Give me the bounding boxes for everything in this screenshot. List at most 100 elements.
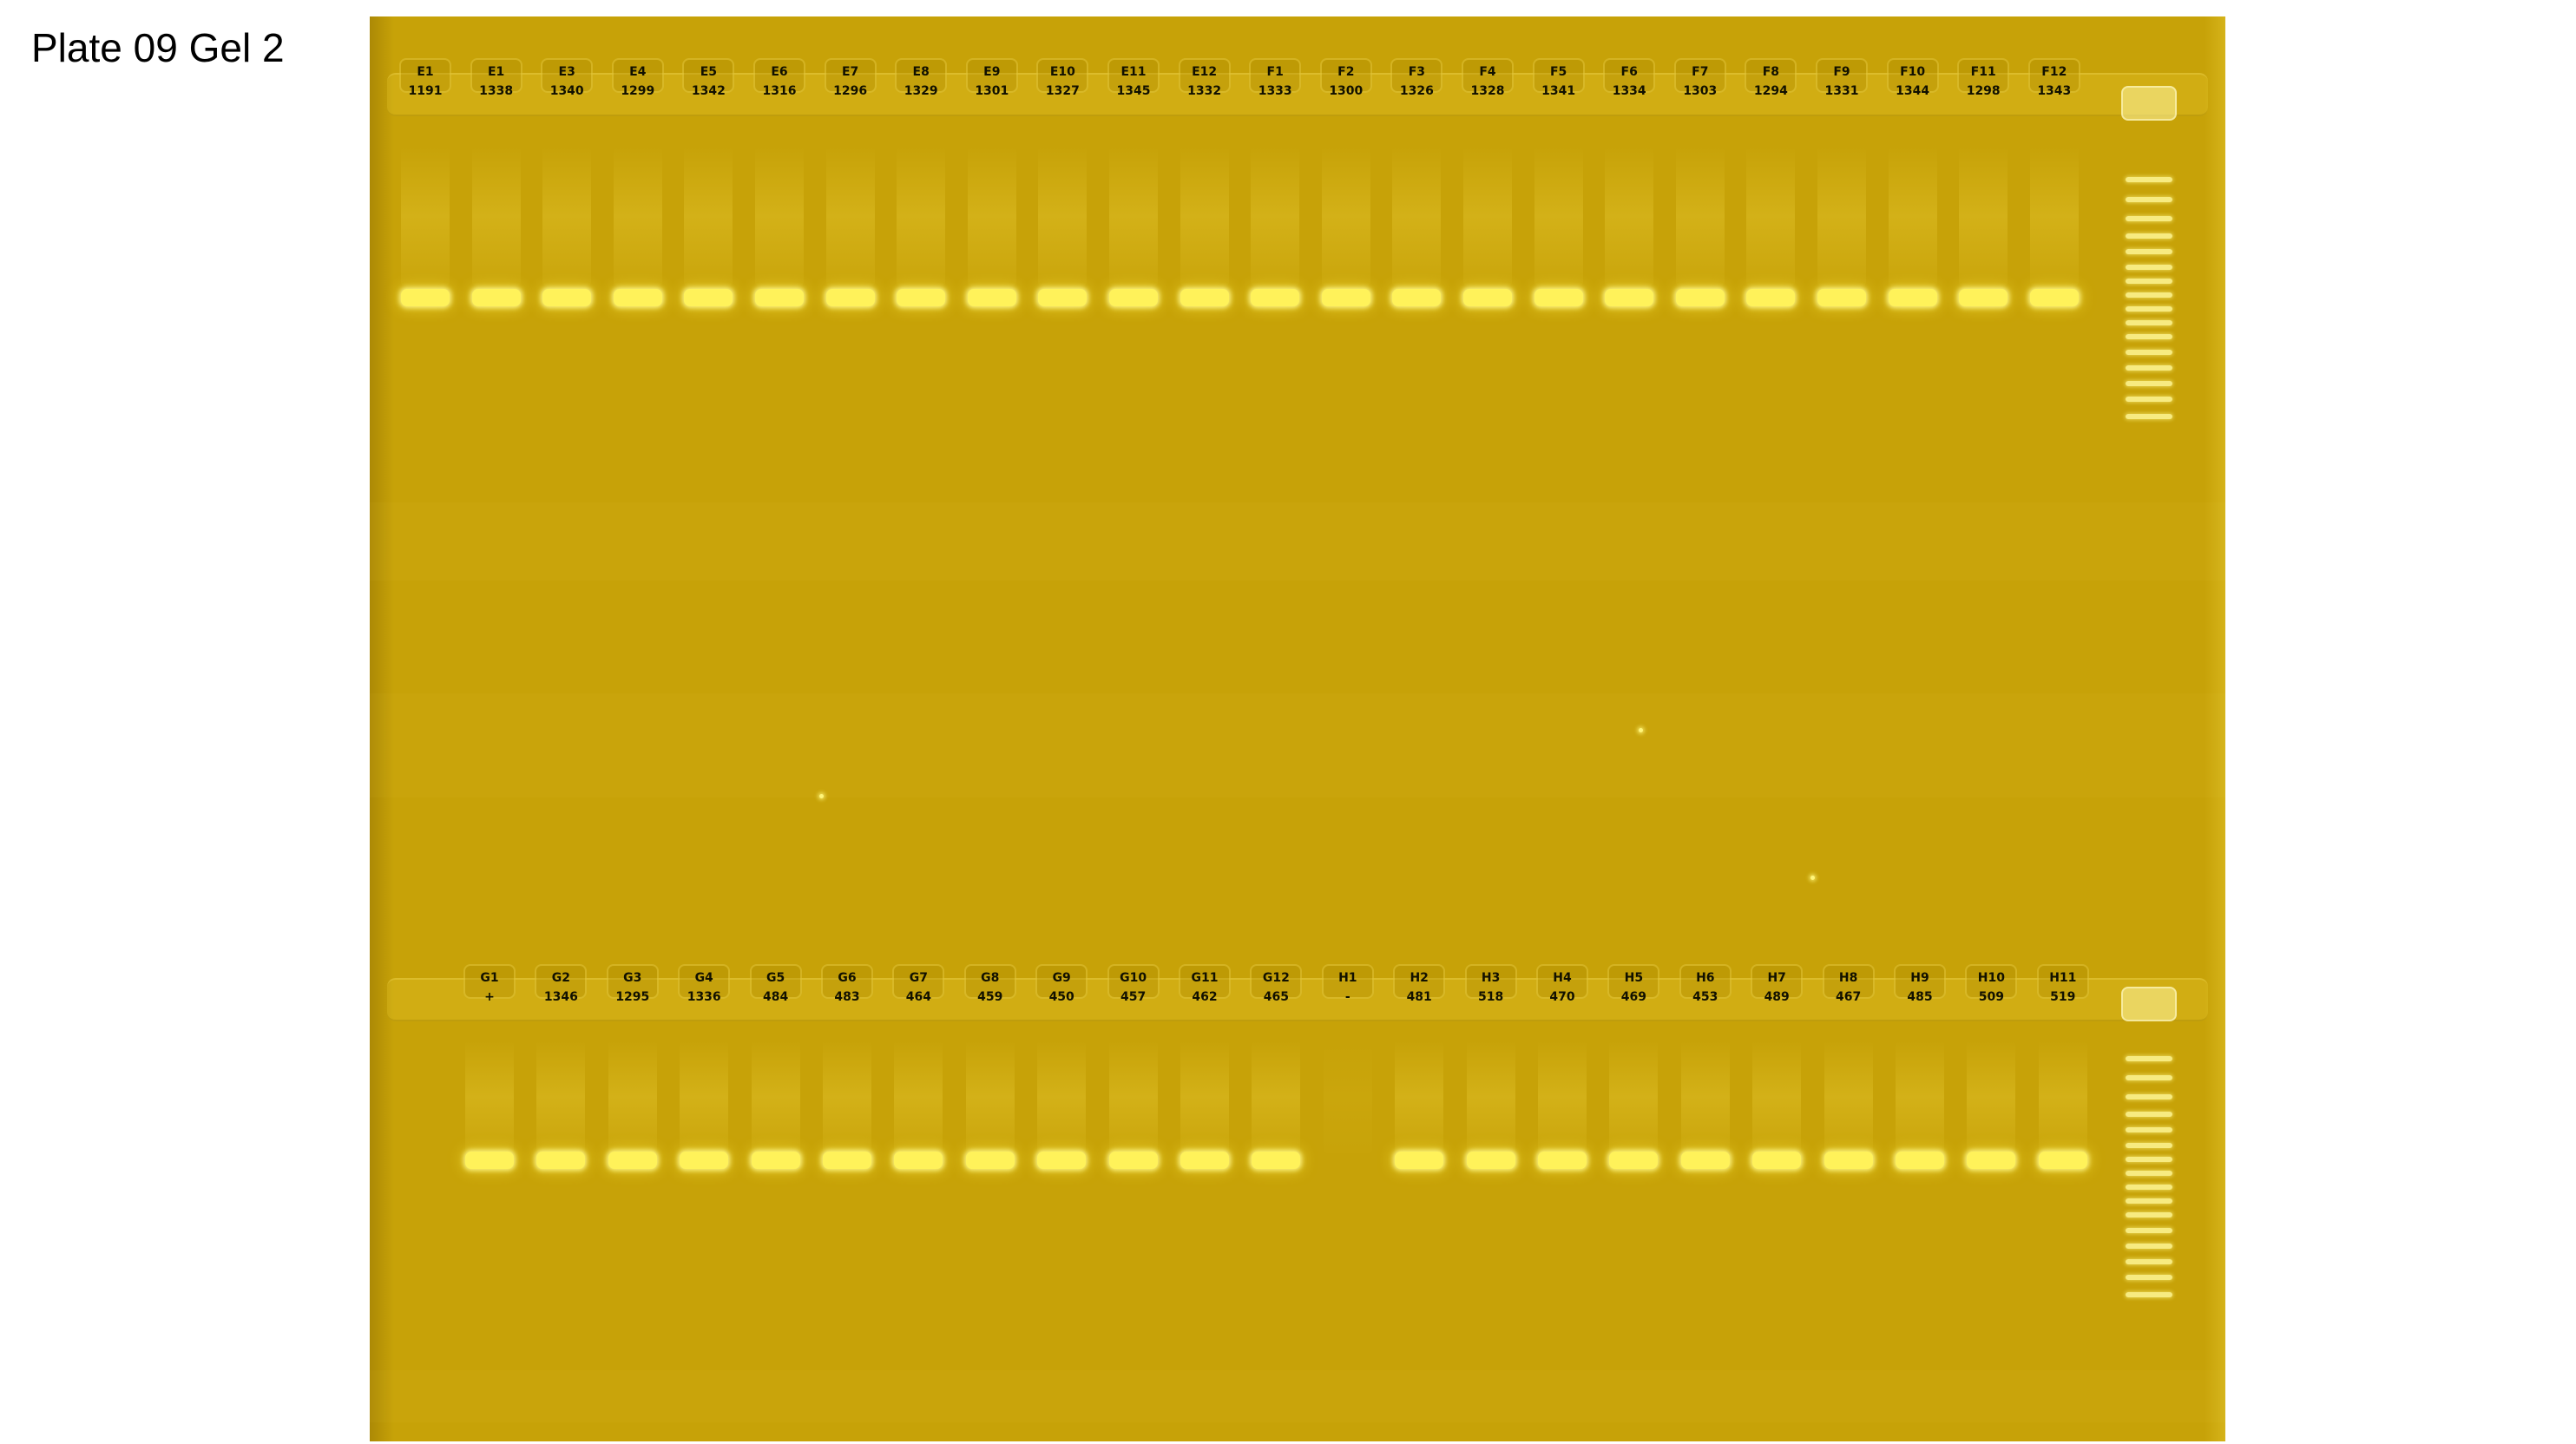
lane-well — [470, 58, 522, 93]
lane-sample-label: 489 — [1764, 990, 1790, 1004]
gel-image: E1 1191 E1 1338 E3 1340 E4 1299 E5 1342 E6 1316 E7 12… — [370, 16, 2225, 1441]
pcr-band — [894, 1152, 943, 1169]
lane-sample-label: 1191 — [408, 84, 443, 98]
lane-sample-label: 1344 — [1896, 84, 1930, 98]
ladder-well — [2121, 987, 2177, 1021]
lane-sample-label: 1345 — [1116, 84, 1151, 98]
lane-well — [963, 964, 1016, 999]
pcr-band — [1180, 289, 1229, 306]
lane-well — [1673, 58, 1726, 93]
lane-well — [678, 964, 731, 999]
lane-well-label: E8 — [912, 65, 930, 79]
lane-well-label: G4 — [694, 971, 713, 985]
lane-sample-label: 484 — [762, 990, 789, 1004]
pcr-band — [1538, 1152, 1587, 1169]
lane-well — [1462, 58, 1514, 93]
lane-sample-label: 469 — [1620, 990, 1646, 1004]
lane-smear — [1752, 1040, 1802, 1153]
ladder-band — [2126, 397, 2172, 402]
lane-well — [753, 58, 805, 93]
lane-sample-label: 457 — [1120, 990, 1147, 1004]
lane-well-label: F8 — [1762, 65, 1780, 79]
ladder-band — [2126, 350, 2172, 355]
ladder-band — [2126, 334, 2172, 339]
lane-smear — [613, 147, 662, 286]
lane-smear — [1888, 147, 1937, 286]
lane-well-label: F10 — [1900, 65, 1926, 79]
slide-title: Plate 09 Gel 2 — [31, 25, 285, 70]
lane-well — [1822, 964, 1875, 999]
lane-sample-label: 1336 — [687, 990, 721, 1004]
lane-well — [1751, 964, 1804, 999]
ladder-band — [2126, 1292, 2172, 1297]
lane-sample-label: + — [484, 990, 495, 1004]
pcr-band — [1534, 289, 1583, 306]
lane-smear — [823, 1040, 871, 1153]
lane-well — [965, 58, 1018, 93]
pcr-band — [1746, 289, 1796, 306]
gel-right-edge — [2205, 16, 2225, 1441]
lane-smear — [680, 1040, 729, 1153]
lane-well-label: G7 — [909, 971, 928, 985]
pcr-band — [2029, 289, 2079, 306]
lane-well-label: G1 — [480, 971, 499, 985]
lane-smear — [755, 147, 804, 286]
ladder-band — [2126, 1157, 2172, 1162]
lane-smear — [401, 147, 450, 286]
lane-smear — [825, 147, 875, 286]
lane-sample-label: 1332 — [1187, 84, 1222, 98]
ladder-band — [2126, 1185, 2172, 1190]
lane-smear — [1109, 147, 1158, 286]
lane-smear — [536, 1040, 586, 1153]
lane-well-label: F9 — [1833, 65, 1850, 79]
lane-well — [1036, 58, 1089, 93]
pcr-band — [1752, 1152, 1802, 1169]
lane-well-label: H2 — [1410, 971, 1429, 985]
lane-smear — [465, 1040, 514, 1153]
lane-well — [2027, 58, 2080, 93]
lane-well — [399, 58, 451, 93]
lane-well — [1249, 58, 1302, 93]
ladder-band — [2126, 1275, 2172, 1280]
lane-sample-label: 1328 — [1470, 84, 1505, 98]
lane-smear — [751, 1040, 800, 1153]
lane-well-label: H3 — [1481, 971, 1501, 985]
lane-sample-label: 519 — [2050, 990, 2076, 1004]
pcr-band — [897, 289, 946, 306]
lane-well — [606, 964, 659, 999]
lane-well-label: F5 — [1549, 65, 1567, 79]
lane-sample-label: 485 — [1907, 990, 1933, 1004]
ladder-band — [2126, 1244, 2172, 1249]
pcr-band — [825, 289, 875, 306]
lane-sample-label: 1316 — [762, 84, 797, 98]
lane-smear — [1463, 147, 1512, 286]
lane-sample-label: 462 — [1192, 990, 1218, 1004]
lane-well — [1532, 58, 1585, 93]
pcr-band — [1680, 1152, 1730, 1169]
lane-sample-label: 1343 — [2037, 84, 2072, 98]
ladder-band — [2126, 1112, 2172, 1117]
ladder-band — [2126, 1094, 2172, 1099]
lane-smear — [1037, 1040, 1087, 1153]
lane-well — [892, 964, 945, 999]
pcr-band — [1251, 289, 1300, 306]
lane-sample-label: 1294 — [1753, 84, 1788, 98]
ladder-band — [2126, 265, 2172, 270]
lane-well-label: E7 — [841, 65, 859, 79]
lane-smear — [2038, 1040, 2087, 1153]
pcr-band — [1109, 289, 1158, 306]
pcr-band — [542, 289, 592, 306]
gel-texture-stripe — [370, 693, 2225, 797]
lane-sample-label: 1300 — [1329, 84, 1364, 98]
lane-well — [1965, 964, 2018, 999]
ladder-band — [2126, 381, 2172, 386]
pcr-band — [613, 289, 662, 306]
lane-well — [1321, 964, 1374, 999]
ladder-band — [2126, 320, 2172, 325]
lane-sample-label: 1346 — [543, 990, 578, 1004]
lane-well-label: G11 — [1191, 971, 1219, 985]
pcr-band — [1609, 1152, 1659, 1169]
lane-well — [1607, 964, 1660, 999]
lane-sample-label: 1303 — [1683, 84, 1718, 98]
lane-well — [821, 964, 873, 999]
